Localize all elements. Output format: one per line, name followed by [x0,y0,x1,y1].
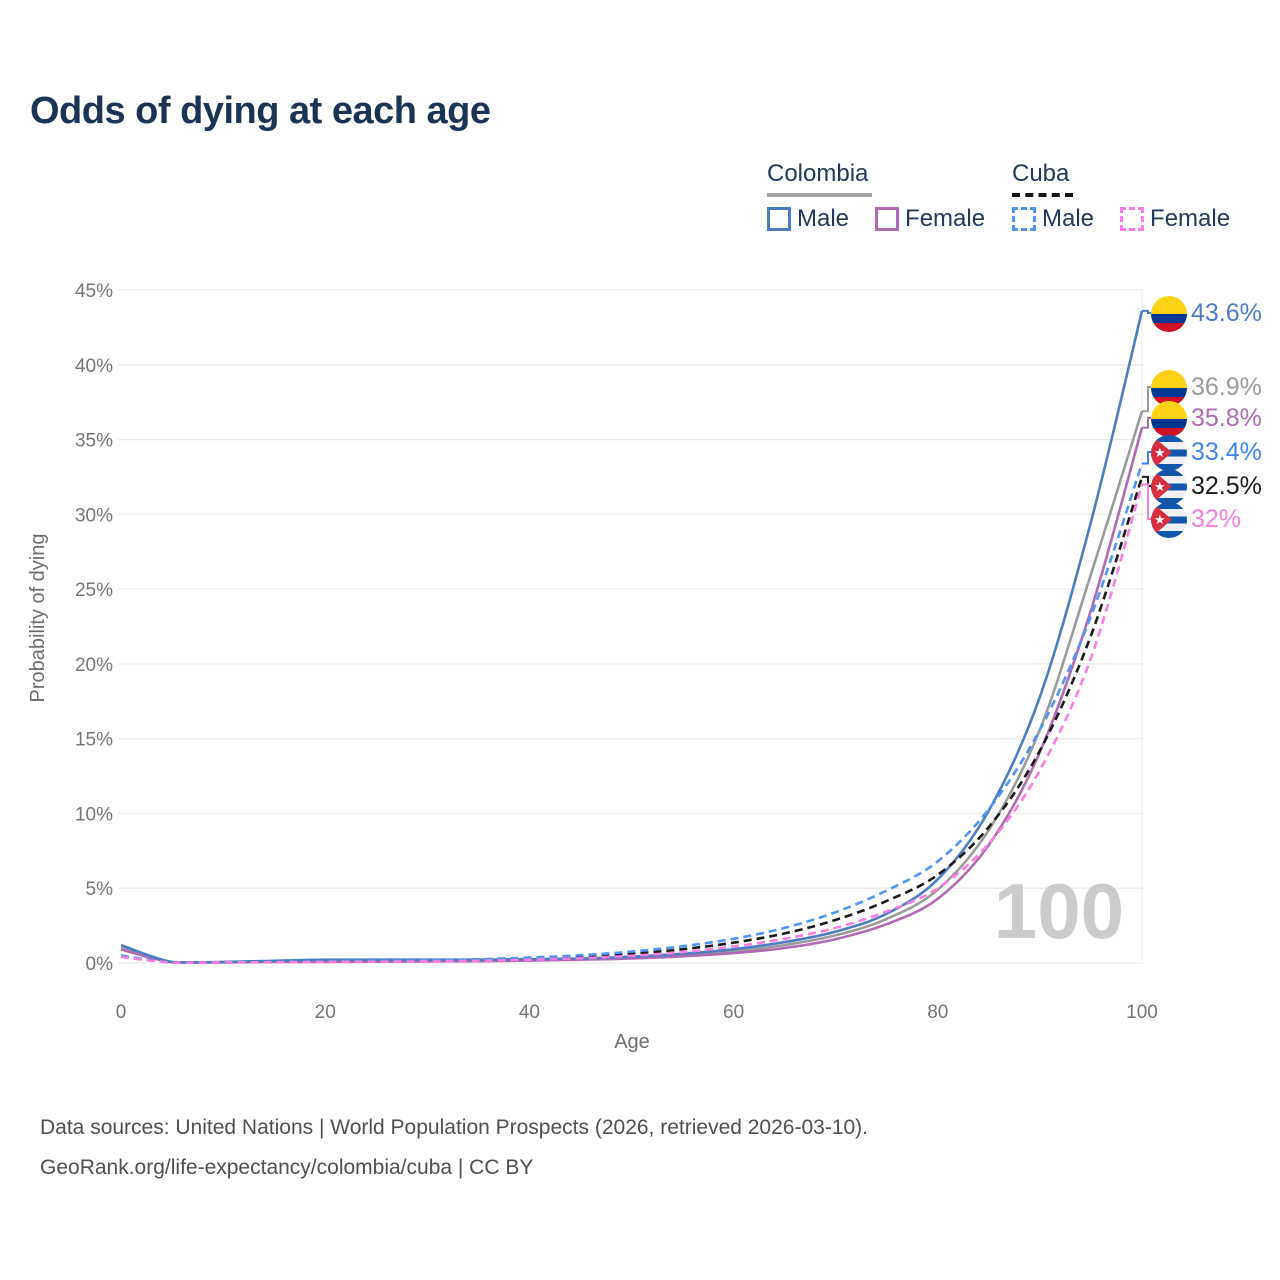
colombia-flag-icon [1151,400,1187,437]
legend-item-cuba-female[interactable]: Female [1120,205,1230,233]
legend-group-cuba: Cuba Male Female [1012,160,1230,233]
series-colombia-both-sexes [120,410,1144,964]
cuba-flag-icon [1151,501,1187,538]
legend-label: Female [905,205,986,232]
x-tick-label: 0 [116,1002,127,1023]
colombia-female-swatch-icon [875,207,900,231]
y-tick-label: 30% [75,505,113,526]
attribution-line: GeoRank.org/life-expectancy/colombia/cub… [40,1156,534,1179]
legend-label: Male [1042,205,1095,232]
age-watermark: 100 [994,867,1124,955]
end-label-cuba-female[interactable]: 32% [1151,501,1241,538]
series-cuba-both-sexes [120,476,1144,964]
end-value: 33.4% [1191,438,1262,466]
y-tick-label: 5% [86,879,114,900]
footer: Data sources: United Nations | World Pop… [40,1108,868,1188]
series-colombia-female [120,427,1144,964]
y-axis-title: Probability of dying [27,534,49,703]
x-tick-label: 40 [519,1002,540,1023]
legend-item-colombia-female[interactable]: Female [875,205,985,233]
x-tick-label: 100 [1126,1002,1158,1023]
cuba-flag-icon [1151,434,1187,471]
legend-country-cuba[interactable]: Cuba [1012,160,1074,197]
cuba-flag-icon [1151,468,1187,505]
end-value: 32% [1191,505,1242,533]
x-tick-label: 80 [927,1002,948,1023]
end-label-cuba-both[interactable]: 32.5% [1151,468,1262,505]
x-tick-label: 20 [315,1002,336,1023]
legend-item-cuba-male[interactable]: Male [1012,205,1094,233]
colombia-male-swatch-icon [767,207,791,231]
x-tick-label: 60 [723,1002,744,1023]
y-tick-label: 25% [75,580,113,601]
page-title: Odds of dying at each age [30,90,491,132]
end-value: 35.8% [1191,404,1262,432]
series-colombia-male [120,310,1144,964]
colombia-flag-icon [1151,369,1187,406]
legend-country-colombia[interactable]: Colombia [767,160,873,197]
cuba-male-swatch-icon [1012,207,1036,231]
legend-label: Male [797,205,850,232]
y-tick-label: 15% [75,730,113,751]
y-tick-label: 0% [86,954,114,975]
data-sources-line: Data sources: United Nations | World Pop… [40,1116,869,1139]
y-tick-label: 20% [75,655,113,676]
y-tick-label: 45% [75,281,113,302]
end-label-cuba-male[interactable]: 33.4% [1151,434,1262,471]
end-value: 32.5% [1191,472,1262,500]
series-cuba-female [120,484,1144,965]
legend-group-colombia: Colombia Male Female [767,160,985,233]
y-tick-label: 35% [75,431,113,452]
end-label-colombia-male[interactable]: 43.6% [1151,295,1262,332]
end-label-colombia-female[interactable]: 35.8% [1151,400,1262,437]
legend-label: Female [1150,205,1231,232]
colombia-flag-icon [1151,295,1187,332]
x-axis-title: Age [614,1031,650,1053]
end-value: 43.6% [1191,299,1262,327]
y-tick-label: 10% [75,804,113,825]
y-tick-label: 40% [75,356,113,377]
cuba-female-swatch-icon [1120,207,1145,231]
end-value: 36.9% [1191,373,1262,401]
legend-item-colombia-male[interactable]: Male [767,205,849,233]
end-label-colombia-both[interactable]: 36.9% [1151,369,1262,406]
